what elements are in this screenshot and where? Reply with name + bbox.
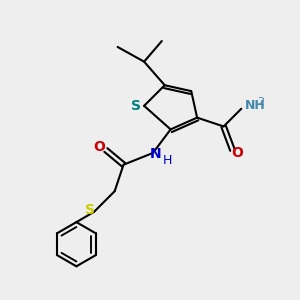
Text: N: N	[150, 147, 162, 161]
Text: S: S	[131, 99, 141, 113]
Text: O: O	[93, 140, 105, 154]
Text: NH: NH	[245, 99, 266, 112]
Text: H: H	[163, 154, 172, 167]
Text: O: O	[231, 146, 243, 160]
Text: S: S	[85, 203, 94, 218]
Text: 2: 2	[257, 97, 265, 107]
